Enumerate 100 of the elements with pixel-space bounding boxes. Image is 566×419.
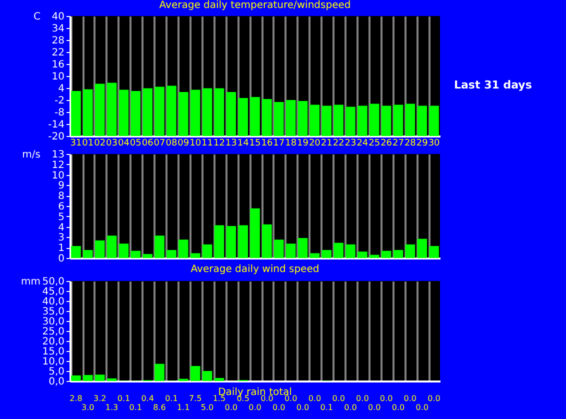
bar: [166, 86, 176, 136]
data-label: 0.0: [380, 394, 393, 403]
bar: [106, 236, 117, 258]
x-tick-label: 13: [225, 138, 237, 148]
bar: [83, 375, 93, 381]
data-label: 0.0: [284, 394, 298, 403]
bar: [106, 82, 117, 136]
bar: [393, 104, 404, 136]
bar: [405, 104, 416, 136]
y-tick-label: -14: [48, 120, 64, 130]
text: Average daily wind speed: [190, 264, 320, 275]
x-tick-label: 20: [308, 138, 321, 148]
data-label: 1.1: [177, 403, 190, 412]
bar: [405, 244, 416, 258]
bar: [214, 88, 224, 136]
y-tick-label: 22: [52, 48, 64, 58]
bar: [83, 89, 93, 136]
bar: [262, 224, 272, 258]
x-tick-label: 01: [82, 138, 94, 148]
bar: [298, 238, 308, 258]
chart-title: Average daily temperature/windspeed: [159, 0, 351, 11]
bar: [83, 250, 93, 258]
data-label: 0.0: [308, 394, 322, 403]
y-tick-label: -8: [54, 108, 64, 118]
x-tick-label: 31: [70, 138, 82, 148]
x-tick-label: 25: [368, 138, 380, 148]
x-tick-label: 09: [178, 138, 190, 148]
bar: [250, 97, 260, 136]
bar: [130, 250, 141, 258]
y-tick-label: 35,0: [42, 306, 64, 318]
bar: [142, 254, 152, 258]
bar: [214, 378, 224, 381]
bar: [190, 366, 200, 381]
x-tick-label: 12: [213, 138, 225, 148]
y-tick-label: 0: [58, 254, 64, 264]
y-tick-label: 5,0: [48, 366, 64, 378]
y-tick-label: 4: [58, 84, 64, 94]
x-tick-label: 08: [166, 138, 178, 148]
bar: [274, 102, 284, 136]
bar: [118, 90, 129, 136]
data-label: 0.1: [165, 394, 178, 403]
x-tick-label: 06: [142, 138, 154, 148]
data-label: 2.8: [70, 394, 82, 403]
bar: [322, 250, 332, 258]
bar: [429, 106, 439, 136]
bar: [358, 252, 368, 258]
data-label: 8.6: [153, 403, 166, 412]
bar: [130, 91, 141, 136]
bar: [202, 88, 212, 136]
x-tick-label: 26: [380, 138, 392, 148]
bar: [381, 106, 392, 136]
bar: [298, 101, 308, 136]
bar: [94, 84, 105, 136]
bar: [274, 240, 284, 258]
bar: [429, 246, 439, 258]
y-tick-label: 1: [58, 243, 64, 254]
bar: [358, 106, 368, 136]
data-label: 3.2: [93, 394, 106, 403]
data-label: 7.5: [188, 394, 202, 403]
x-tick-label: 10: [190, 138, 202, 148]
bar: [226, 226, 236, 258]
data-label: 0.0: [416, 403, 428, 412]
y-tick-label: 4: [58, 222, 64, 234]
x-tick-label: 21: [320, 138, 332, 148]
y-tick-label: 25,0: [42, 326, 64, 338]
x-tick-label: 15: [249, 138, 261, 148]
y-tick-label: 6: [58, 202, 64, 212]
y-axis-title: mm: [21, 276, 40, 288]
y-tick-label: 12: [52, 160, 64, 171]
data-label: 0.1: [129, 403, 142, 412]
bar: [154, 236, 164, 258]
bar: [178, 92, 188, 136]
bar: [417, 238, 427, 258]
bar: [154, 86, 164, 136]
bar: [71, 375, 81, 381]
data-label: 0.0: [404, 394, 417, 403]
y-tick-label: 9: [58, 180, 64, 192]
bar: [262, 99, 272, 136]
x-tick-label: 29: [416, 138, 428, 148]
x-tick-label: 14: [237, 138, 250, 148]
bar: [346, 244, 356, 258]
x-tick-label: 22: [332, 138, 344, 148]
data-label: 0.0: [428, 394, 440, 403]
y-tick-label: 16: [52, 60, 64, 70]
x-tick-label: 11: [202, 138, 213, 148]
data-label: 0.0: [224, 403, 238, 412]
x-tick-label: 05: [130, 138, 142, 148]
bar: [94, 240, 105, 258]
x-tick-label: 18: [285, 138, 297, 148]
x-tick-label: 28: [404, 138, 416, 148]
bar: [190, 90, 200, 136]
bar: [238, 225, 248, 258]
y-tick-label: 10,0: [42, 356, 64, 368]
data-label: 0.0: [392, 403, 405, 412]
y-tick-label: 40: [52, 12, 64, 22]
bar: [202, 371, 212, 381]
y-tick-label: 34: [52, 24, 64, 34]
y-tick-label: 10: [52, 170, 64, 182]
data-label: 0.0: [332, 394, 345, 403]
data-label: 0.0: [296, 403, 310, 412]
